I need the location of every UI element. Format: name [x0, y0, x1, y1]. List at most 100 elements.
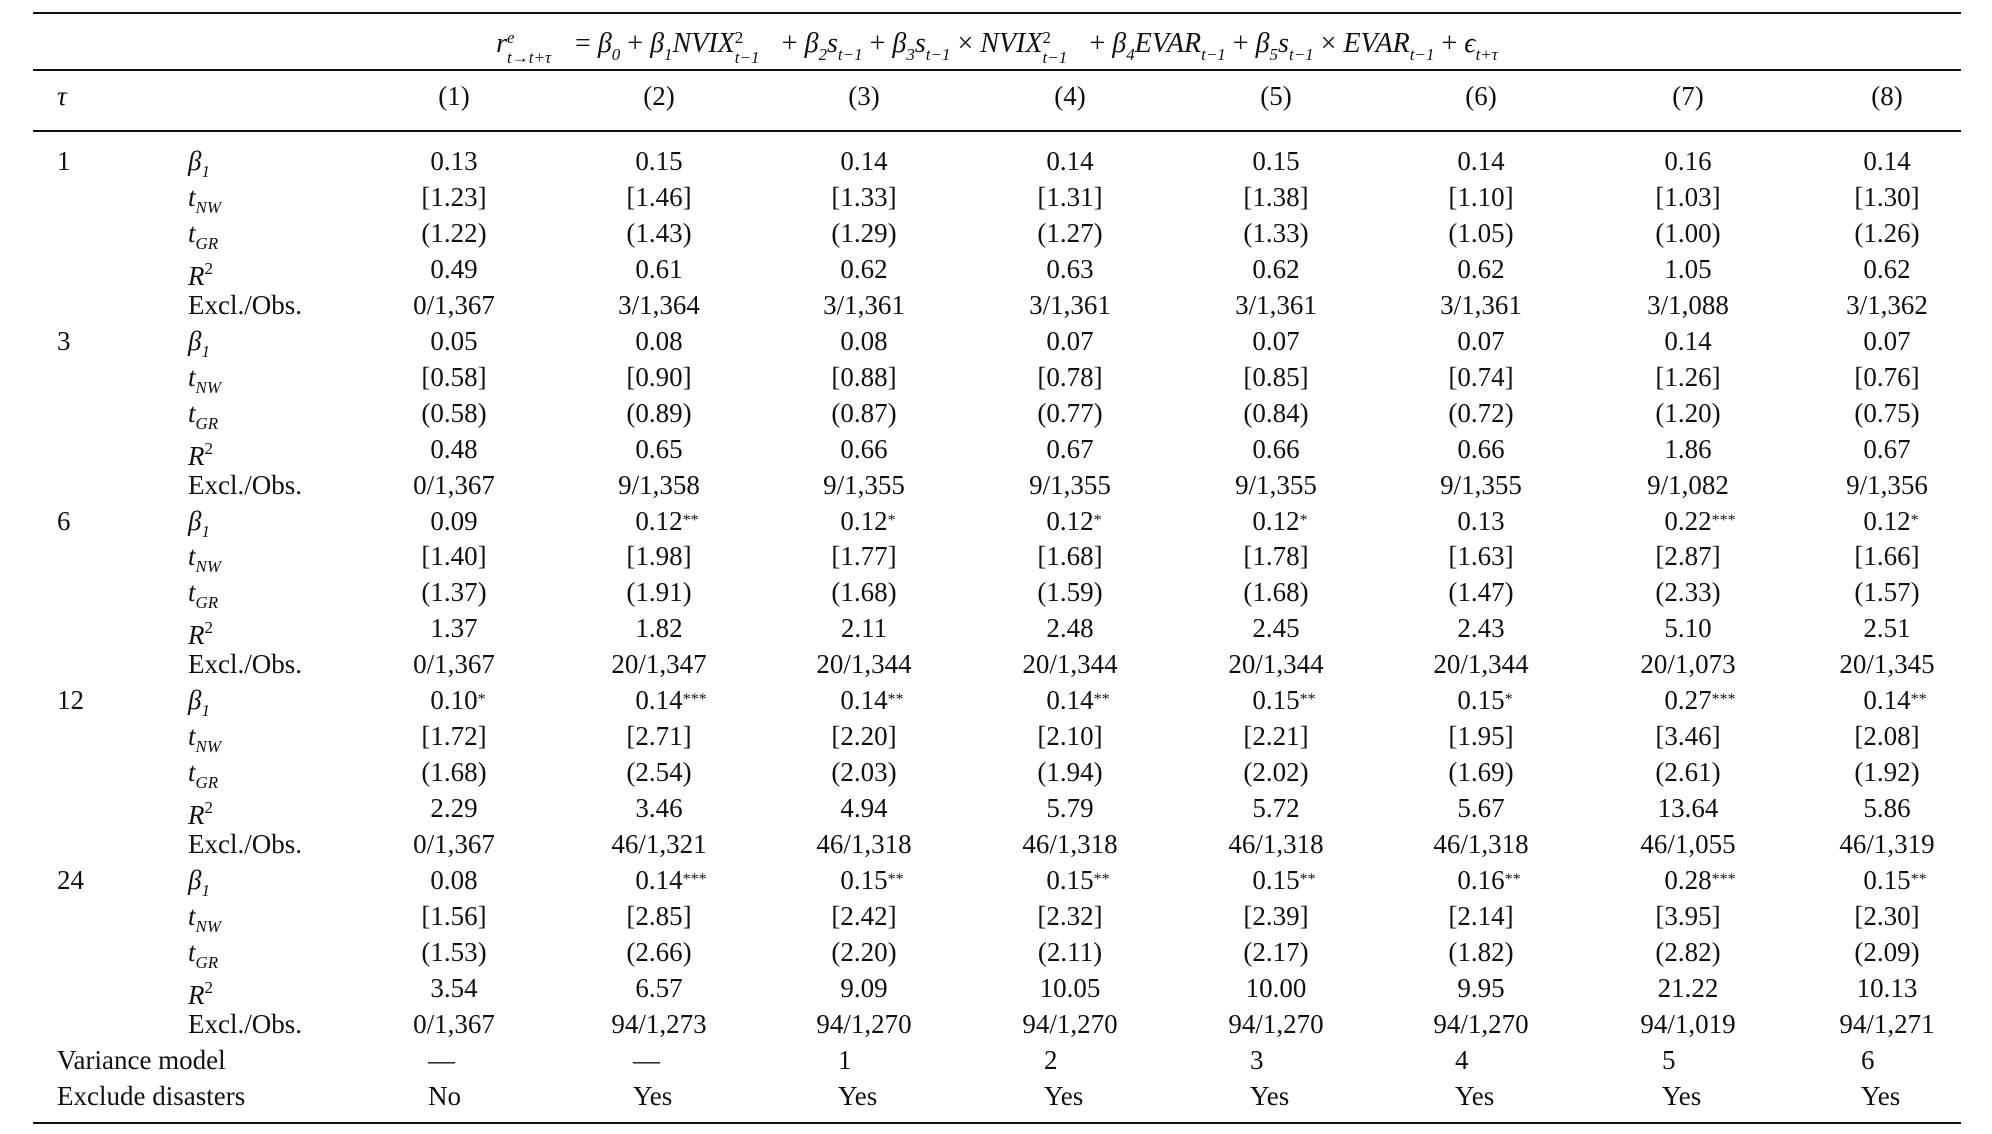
- stat-label: tNW: [188, 541, 222, 576]
- table-cell: 94/1,270: [816, 1009, 911, 1039]
- cell-value: 20/1,344: [1228, 649, 1324, 679]
- cell-value: 20/1,347: [611, 649, 707, 679]
- cell-value: 20/1,344: [1022, 649, 1118, 679]
- cell-value: 0.67: [1863, 434, 1911, 464]
- table-cell: 46/1,318: [816, 829, 911, 859]
- table-cell: 0.12 **: [635, 506, 698, 536]
- footer-value: 3: [1250, 1045, 1264, 1075]
- table-cell: 0.08: [635, 326, 682, 356]
- table-cell: 0.14: [1664, 326, 1711, 356]
- cell-value: [2.87]: [1655, 541, 1721, 571]
- significance-stars: *: [1299, 512, 1308, 529]
- cell-value: 0.16: [1457, 865, 1505, 895]
- significance-stars: *: [1093, 512, 1102, 529]
- cell-value: 3.46: [635, 793, 683, 823]
- table-cell: (1.29): [831, 218, 896, 248]
- stat-label-subscript: GR: [195, 953, 219, 972]
- table-cell: [0.90]: [626, 362, 691, 392]
- table-cell: [2.39]: [1243, 901, 1308, 931]
- cell-value: (1.82): [1448, 937, 1514, 967]
- table-cell: 0.15: [635, 146, 682, 176]
- table-cell: (0.84): [1243, 398, 1308, 428]
- footer-value: Yes: [838, 1081, 878, 1111]
- cell-value: (2.09): [1854, 937, 1920, 967]
- table-cell: [0.74]: [1448, 362, 1513, 392]
- cell-value: 0.15: [1457, 685, 1505, 715]
- table-cell: 0.63: [1046, 254, 1093, 284]
- cell-value: (2.54): [626, 757, 692, 787]
- equation-symbol: s: [914, 28, 926, 59]
- table-cell: [3.46]: [1655, 721, 1720, 751]
- cell-value: 0.13: [1457, 506, 1505, 536]
- table-cell: 0.48: [430, 434, 477, 464]
- equation-symbol: s: [827, 28, 838, 59]
- cell-value: 9.95: [1457, 973, 1505, 1003]
- significance-stars: *: [1910, 512, 1919, 529]
- table-cell: 3.54: [430, 973, 477, 1003]
- table-cell: [2.42]: [831, 901, 896, 931]
- cell-value: 21.22: [1657, 973, 1719, 1003]
- table-cell: 0.66: [840, 434, 887, 464]
- cell-value: (1.57): [1854, 577, 1920, 607]
- table-cell: 94/1,270: [1433, 1009, 1528, 1039]
- table-cell: 0.12 *: [1046, 506, 1101, 536]
- table-cell: 10.13: [1857, 973, 1918, 1003]
- stat-label: R2: [188, 798, 213, 830]
- tau-value: 24: [57, 865, 84, 895]
- table-cell: 0.66: [1457, 434, 1504, 464]
- cell-value: (1.59): [1037, 577, 1103, 607]
- table-cell: [2.20]: [831, 721, 896, 751]
- equation-operator: ×: [950, 28, 981, 59]
- stat-label-subscript: NW: [195, 198, 222, 217]
- table-cell: 1.37: [430, 613, 477, 643]
- table-cell: [1.38]: [1243, 182, 1308, 212]
- cell-value: 0.48: [430, 434, 478, 464]
- table-cell: 0.49: [430, 254, 477, 284]
- significance-stars: ***: [682, 691, 707, 708]
- stat-label-subscript: NW: [195, 917, 222, 936]
- cell-value: 0.66: [1252, 434, 1300, 464]
- cell-value: (1.27): [1037, 218, 1103, 248]
- table-cell: 0.14 **: [1863, 685, 1926, 715]
- cell-value: 46/1,319: [1839, 829, 1935, 859]
- table-cell: 0.15: [1252, 146, 1299, 176]
- cell-value: 0.14: [1664, 326, 1712, 356]
- table-cell: 0.12 *: [840, 506, 895, 536]
- stat-label-superscript: 2: [204, 439, 214, 458]
- table-cell: 3/1,088: [1647, 290, 1729, 320]
- cell-value: 20/1,073: [1640, 649, 1736, 679]
- cell-value: (1.00): [1655, 218, 1721, 248]
- table-cell: 0.67: [1046, 434, 1093, 464]
- equation-operator: +: [1434, 28, 1465, 59]
- table-cell: 1.05: [1664, 254, 1711, 284]
- table-cell: 0.62: [840, 254, 887, 284]
- tau-value: 12: [57, 685, 84, 715]
- table-cell: (1.69): [1448, 757, 1513, 787]
- equation-operator: +: [774, 28, 805, 59]
- table-cell: (1.68): [421, 757, 486, 787]
- stat-label-subscript: GR: [195, 414, 219, 433]
- table-cell: [1.33]: [831, 182, 896, 212]
- table-cell: 2.45: [1252, 613, 1299, 643]
- stat-label-subscript: NW: [195, 378, 222, 397]
- equation-symbol: NVIX: [980, 28, 1043, 59]
- cell-value: 46/1,318: [1228, 829, 1324, 859]
- cell-value: (0.77): [1037, 398, 1103, 428]
- cell-value: 46/1,318: [1022, 829, 1118, 859]
- footer-value: 2: [1044, 1045, 1058, 1075]
- footer-value: —: [633, 1045, 660, 1075]
- equation-symbol: NVIX: [672, 28, 735, 59]
- cell-value: 2.45: [1252, 613, 1300, 643]
- footer-label: Variance model: [57, 1045, 226, 1075]
- equation-subscript: 4: [1126, 45, 1135, 64]
- cell-value: 10.00: [1245, 973, 1307, 1003]
- equation-subscript: t−1: [734, 48, 760, 67]
- table-cell: (1.94): [1037, 757, 1102, 787]
- table-cell: (2.03): [831, 757, 896, 787]
- table-cell: 46/1,055: [1640, 829, 1735, 859]
- footer-value: Yes: [1044, 1081, 1084, 1111]
- equation-symbol: s: [1278, 28, 1289, 59]
- table-cell: 10.00: [1246, 973, 1307, 1003]
- cell-value: (1.29): [831, 218, 897, 248]
- table-cell: 9.95: [1457, 973, 1504, 1003]
